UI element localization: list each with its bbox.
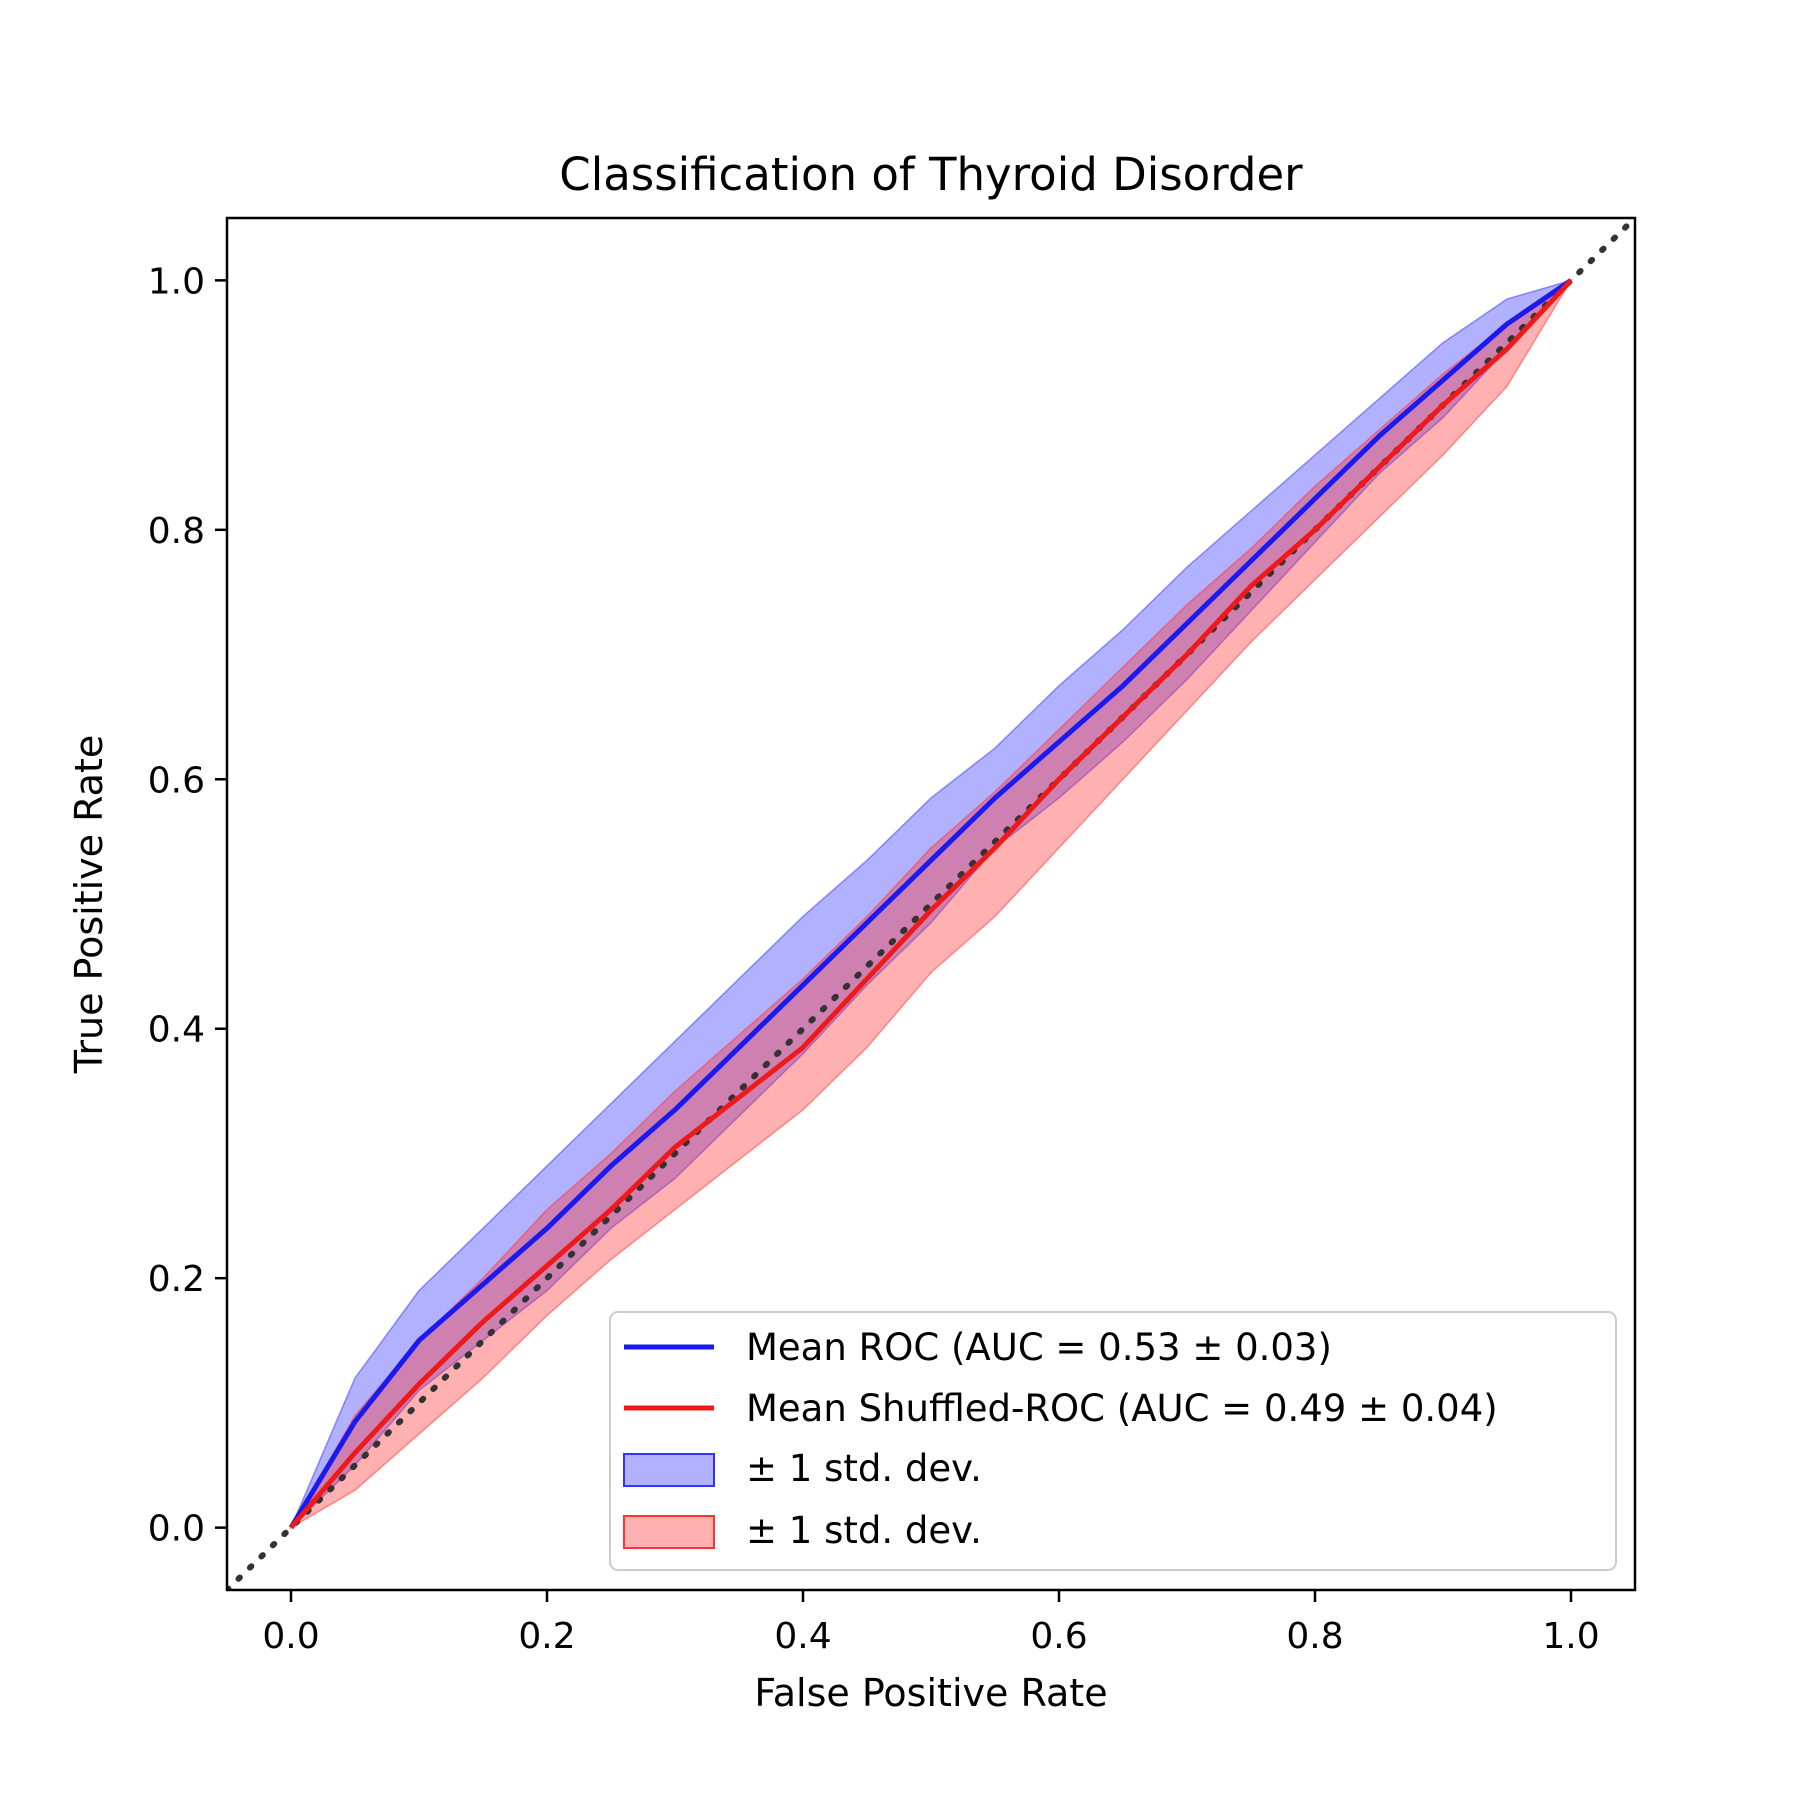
plot-frame xyxy=(225,216,1637,1592)
y-axis-label: True Positive Rate xyxy=(67,735,111,1075)
legend-swatch-shuffled-band xyxy=(623,1515,715,1549)
legend-label-shuffled-band: ± 1 std. dev. xyxy=(746,1509,982,1552)
y-axis-ticks: 0.0 0.2 0.4 0.6 0.8 1.0 xyxy=(148,261,227,1550)
x-tick-label: 0.8 xyxy=(1286,1616,1343,1657)
y-tick-label: 0.6 xyxy=(148,760,205,801)
legend-swatch-roc-band xyxy=(623,1453,715,1487)
y-tick-label: 0.0 xyxy=(148,1509,205,1550)
legend-label-roc-band: ± 1 std. dev. xyxy=(746,1447,982,1490)
series-line-mean-shuffled-roc xyxy=(289,278,1573,1530)
x-axis-label: False Positive Rate xyxy=(754,1671,1107,1715)
y-tick-label: 0.8 xyxy=(148,511,205,552)
series-line-mean-roc xyxy=(288,278,1573,1529)
x-tick-label: 0.4 xyxy=(774,1616,831,1657)
legend-box xyxy=(609,1311,1617,1571)
x-tick-label: 0.0 xyxy=(262,1616,319,1657)
x-tick-label: 1.0 xyxy=(1542,1616,1599,1657)
series-lines xyxy=(288,278,1573,1530)
x-tick-label: 0.6 xyxy=(1030,1616,1087,1657)
y-tick-label: 0.4 xyxy=(148,1010,205,1051)
x-axis-ticks: 0.0 0.2 0.4 0.6 0.8 1.0 xyxy=(262,1590,1600,1657)
legend: Mean ROC (AUC = 0.53 ± 0.03) Mean Shuffl… xyxy=(609,1311,1617,1571)
legend-label-mean-shuffled-roc: Mean Shuffled-ROC (AUC = 0.49 ± 0.04) xyxy=(746,1387,1498,1430)
chart-title: Classification of Thyroid Disorder xyxy=(559,148,1303,201)
legend-label-mean-roc: Mean ROC (AUC = 0.53 ± 0.03) xyxy=(746,1326,1332,1369)
x-tick-label: 0.2 xyxy=(518,1616,575,1657)
y-tick-label: 0.2 xyxy=(148,1259,205,1300)
y-tick-label: 1.0 xyxy=(148,261,205,302)
